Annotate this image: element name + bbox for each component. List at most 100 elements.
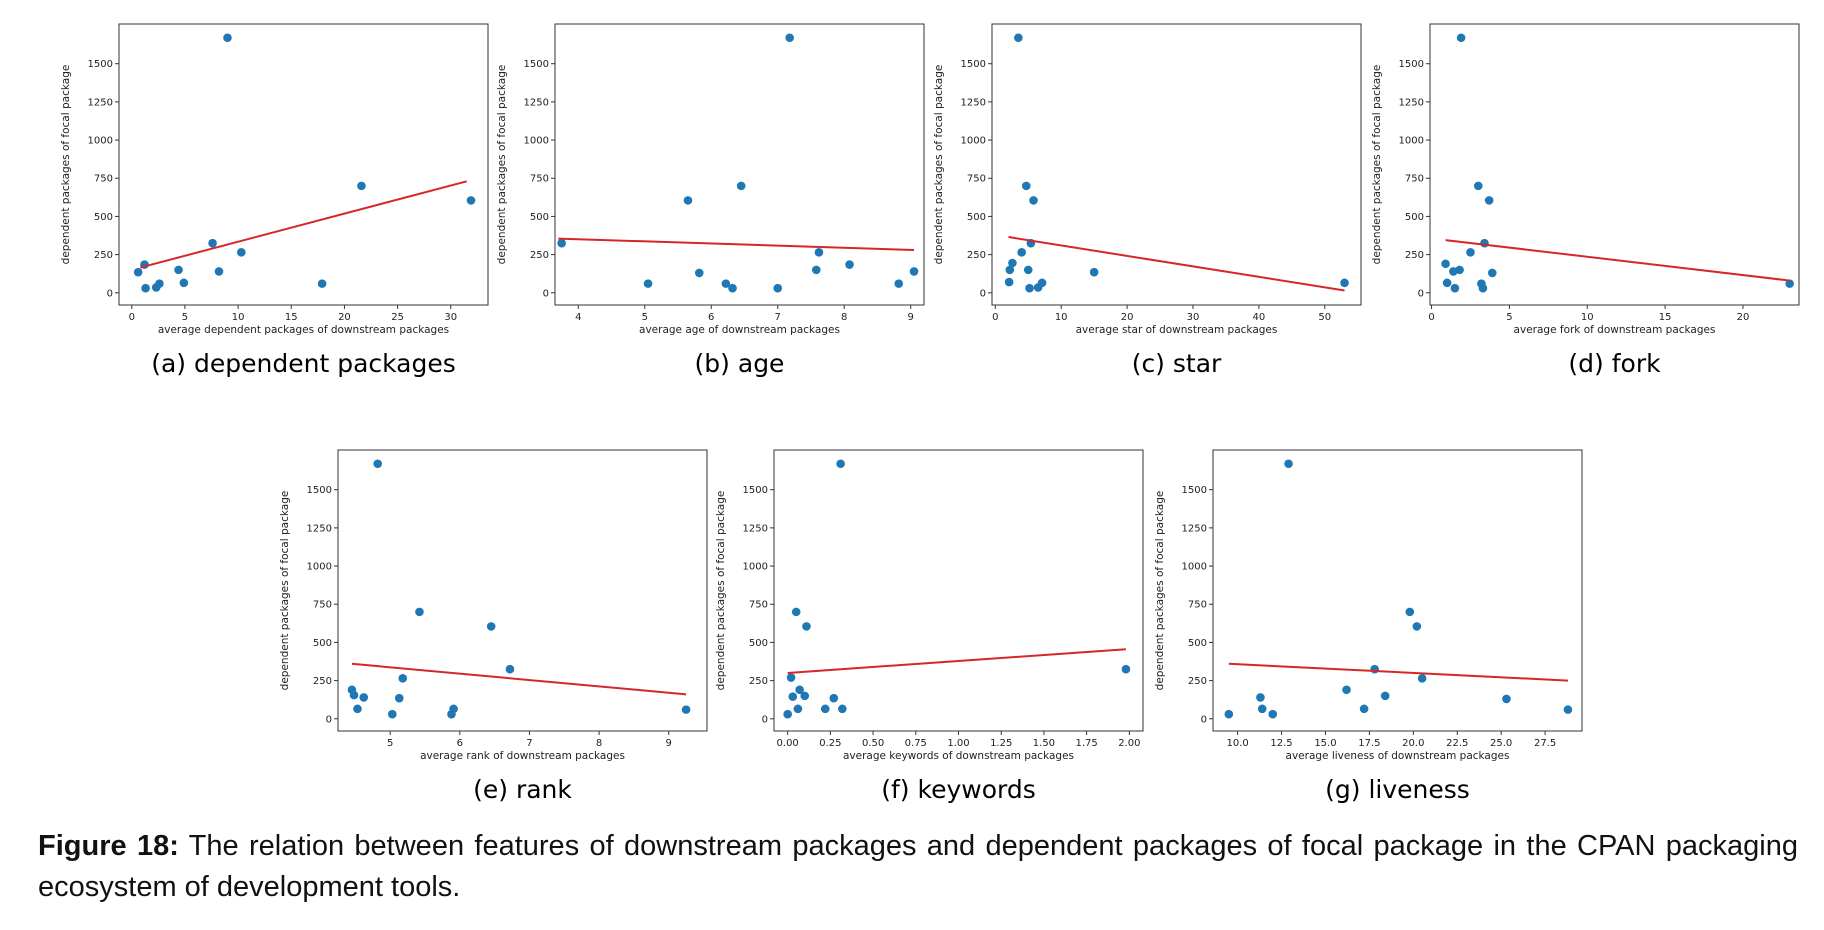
data-point	[1417, 674, 1427, 683]
data-point	[133, 267, 143, 277]
y-tick-label: 0	[762, 714, 768, 725]
x-axis-label: average fork of downstream packages	[1514, 324, 1716, 336]
x-tick-label: 0.00	[777, 738, 799, 749]
y-tick-label: 0	[1418, 288, 1424, 299]
fit-line	[558, 237, 915, 252]
y-tick-label: 250	[530, 250, 549, 261]
data-point	[388, 709, 397, 719]
y-tick-label: 500	[1405, 212, 1424, 223]
plot-frame	[773, 449, 1144, 732]
x-tick-label: 10	[232, 312, 245, 323]
data-point	[357, 181, 366, 191]
x-tick-label: 1.50	[1033, 738, 1055, 749]
x-tick-label: 0	[992, 312, 998, 323]
data-point	[1478, 283, 1488, 293]
y-tick-label: 500	[1188, 638, 1207, 649]
data-point	[791, 607, 801, 617]
data-point	[683, 196, 693, 205]
x-axis-label: average rank of downstream packages	[420, 750, 625, 762]
x-tick-label: 1.25	[990, 738, 1012, 749]
y-tick-label: 750	[1188, 600, 1207, 611]
y-axis-label: dependent packages of focal package	[715, 491, 727, 691]
y-tick-label: 250	[1188, 676, 1207, 687]
data-point	[317, 279, 327, 288]
data-point	[359, 693, 369, 702]
data-point	[415, 607, 424, 617]
y-axis-label: dependent packages of focal package	[1154, 491, 1166, 691]
x-tick-label: 15.0	[1314, 738, 1336, 749]
x-tick-label: 9	[666, 738, 672, 749]
x-tick-label: 25	[391, 312, 404, 323]
figure-panels: 0 5 10 15 20 25 300250500750100012501500averag…	[60, 23, 1800, 804]
x-tick-label: 9	[908, 312, 914, 323]
x-tick-label: 20	[1737, 312, 1750, 323]
data-point	[736, 181, 746, 191]
y-tick-label: 750	[967, 174, 986, 185]
x-tick-label: 10	[1581, 312, 1594, 323]
data-point	[800, 691, 810, 701]
x-tick-label: 12.5	[1270, 738, 1292, 749]
data-point	[793, 704, 803, 714]
panel-f: 0.00 0.25 0.50 0.75 1.00 1.25 1.50 1.75 2.00 0 250…	[715, 449, 1144, 804]
data-point	[1025, 283, 1034, 293]
data-point	[802, 622, 811, 631]
y-tick-label: 0	[1201, 714, 1207, 725]
x-tick-label: 30	[444, 312, 457, 323]
data-point	[1480, 238, 1489, 248]
data-point	[1455, 265, 1464, 275]
panel-a: 0 5 10 15 20 25 30 0 250 500 750 1000 1250 1500 averag…	[60, 23, 489, 378]
data-point	[223, 33, 232, 43]
data-point	[1029, 196, 1038, 205]
panel-e: 5 6 7 8 9 0 250 500 750 1000 1250 1500 average rank …	[279, 449, 708, 804]
data-point	[179, 278, 189, 288]
data-point	[694, 268, 704, 278]
y-tick-label: 0	[543, 288, 549, 299]
y-tick-label: 1250	[961, 97, 986, 108]
y-tick-label: 1250	[524, 97, 549, 108]
data-point	[486, 622, 496, 631]
y-tick-label: 750	[530, 174, 549, 185]
y-tick-label: 0	[980, 288, 986, 299]
data-point	[1340, 278, 1349, 288]
y-axis-label: dependent packages of focal package	[496, 65, 508, 265]
data-point	[373, 459, 382, 469]
data-point	[505, 664, 515, 674]
y-tick-label: 1500	[1399, 59, 1424, 70]
subcaption: (e) rank	[473, 775, 572, 804]
y-axis-label: dependent packages of focal package	[60, 65, 72, 265]
y-axis-label: dependent packages of focal package	[933, 65, 945, 265]
data-point	[1089, 267, 1099, 277]
y-tick-label: 250	[967, 250, 986, 261]
y-tick-label: 1500	[1182, 485, 1207, 496]
data-point	[1268, 709, 1278, 719]
x-tick-label: 0.75	[905, 738, 927, 749]
y-tick-label: 1500	[88, 59, 113, 70]
x-tick-label: 17.5	[1358, 738, 1380, 749]
y-tick-label: 1250	[1182, 523, 1207, 534]
subcaption: (d) fork	[1568, 349, 1661, 378]
x-tick-label: 8	[841, 312, 847, 323]
data-point	[1342, 685, 1351, 695]
data-point	[1008, 258, 1017, 268]
data-point	[1037, 278, 1047, 288]
data-point	[820, 704, 830, 714]
y-tick-label: 750	[94, 174, 113, 185]
x-tick-label: 2.00	[1118, 738, 1140, 749]
y-tick-label: 1000	[88, 136, 113, 147]
data-point	[1563, 705, 1573, 714]
data-point	[1257, 704, 1267, 714]
fit-line	[140, 180, 467, 269]
x-tick-label: 1.75	[1075, 738, 1097, 749]
panel-c: 0 10 20 30 40 500250500750100012501500average…	[933, 23, 1362, 378]
data-point	[785, 33, 794, 43]
plot-frame	[337, 449, 708, 732]
data-point	[1359, 704, 1369, 714]
x-tick-label: 5	[1506, 312, 1512, 323]
data-point	[795, 685, 804, 695]
figure-caption-text: The relation between features of downstr…	[38, 830, 1798, 903]
y-axis-label: dependent packages of focal package	[1371, 65, 1383, 265]
x-tick-label: 40	[1252, 312, 1265, 323]
data-point	[643, 279, 653, 288]
data-point	[214, 267, 224, 276]
x-axis-label: average age of downstream packages	[639, 324, 840, 336]
